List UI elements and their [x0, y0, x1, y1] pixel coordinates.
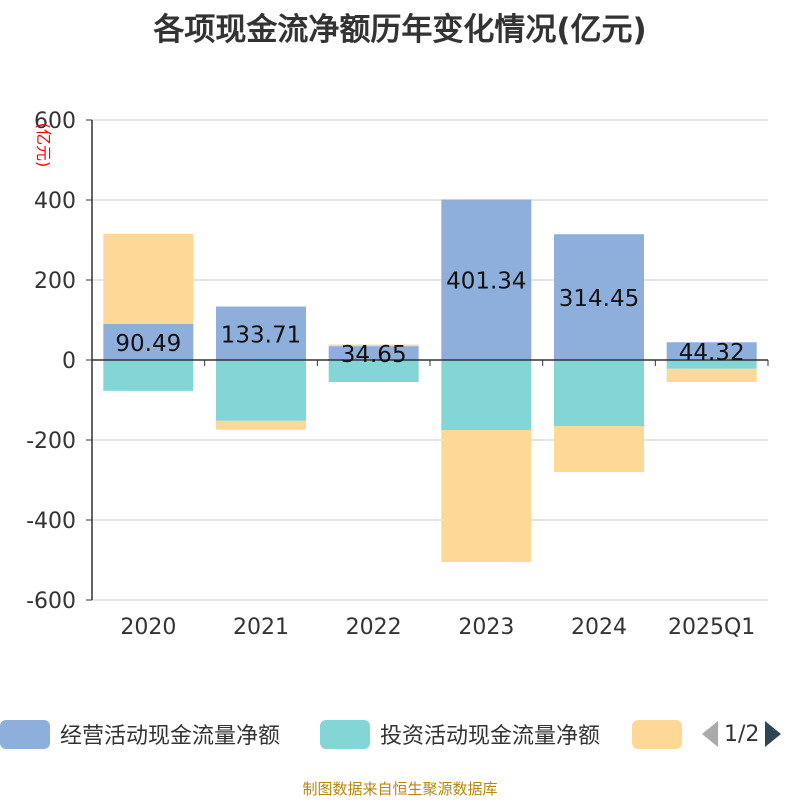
bar-2025Q1-series-1 — [666, 360, 757, 369]
y-tick-label: 600 — [34, 109, 76, 134]
data-label: 34.65 — [341, 342, 407, 368]
chart-area: 600 400 200 0 -200 -400 -600 (亿元) 2020 2021 2022 20… — [26, 109, 769, 640]
legend-item-investing[interactable]: 投资活动现金流量净额 — [320, 712, 600, 756]
legend-swatch-operating — [0, 719, 50, 749]
bar-2024-series-0 — [554, 234, 644, 360]
x-tick-label: 2025Q1 — [668, 615, 755, 640]
y-axis-title: (亿元) — [34, 123, 53, 168]
y-tick-label: -600 — [26, 589, 76, 614]
bar-2023-series-2 — [441, 430, 532, 562]
bar-2024-series-1 — [554, 360, 644, 426]
data-label: 90.49 — [115, 331, 181, 357]
bar-2021-series-1 — [216, 360, 306, 421]
legend-swatch-financing — [632, 719, 682, 749]
legend-item-operating[interactable]: 经营活动现金流量净额 — [0, 712, 280, 756]
legend-page-indicator: 1/2 — [724, 721, 760, 747]
x-tick-label: 2024 — [571, 615, 627, 640]
bar-2021-series-2 — [216, 420, 306, 430]
data-label: 133.71 — [221, 322, 301, 348]
x-tick-label: 2021 — [233, 615, 289, 640]
legend-label-operating: 经营活动现金流量净额 — [60, 724, 281, 749]
bar-2020-series-1 — [103, 360, 194, 391]
y-tick-label: 200 — [34, 269, 76, 294]
legend-swatch-investing — [320, 719, 370, 749]
chart-title: 各项现金流净额历年变化情况(亿元) — [153, 12, 647, 48]
bar-2022-series-2 — [328, 344, 419, 347]
bar-2020-series-0 — [103, 323, 194, 360]
x-tick-label: 2023 — [458, 615, 514, 640]
y-tick-label: -200 — [26, 429, 76, 454]
bar-2025Q1-series-0 — [666, 342, 757, 360]
bar-2022-series-1 — [328, 360, 419, 382]
legend-pager: 1/2 — [700, 712, 783, 756]
x-tick-label: 2022 — [346, 615, 402, 640]
triangle-left-icon[interactable] — [700, 720, 720, 748]
data-label: 314.45 — [559, 286, 639, 312]
data-label: 401.34 — [446, 269, 526, 295]
y-tick-label: 0 — [62, 349, 76, 374]
bar-2025Q1-series-2 — [666, 368, 757, 382]
bar-2022-series-0 — [328, 346, 419, 360]
bar-2023-series-1 — [441, 360, 532, 430]
legend: 经营活动现金流量净额 投资活动现金流量净额 — [0, 712, 800, 756]
triangle-right-icon[interactable] — [763, 720, 783, 748]
legend-item-financing[interactable] — [632, 712, 682, 756]
data-label: 44.32 — [679, 340, 745, 366]
legend-label-investing: 投资活动现金流量净额 — [380, 724, 601, 749]
bar-2024-series-2 — [554, 426, 644, 472]
bar-2023-series-0 — [441, 199, 532, 360]
bar-2020-series-2 — [103, 233, 194, 324]
y-tick-label: -400 — [26, 509, 76, 534]
y-tick-label: 400 — [34, 189, 76, 214]
x-tick-label: 2020 — [120, 615, 176, 640]
source-note: 制图数据来自恒生聚源数据库 — [302, 780, 498, 798]
bar-2021-series-0 — [216, 306, 306, 360]
